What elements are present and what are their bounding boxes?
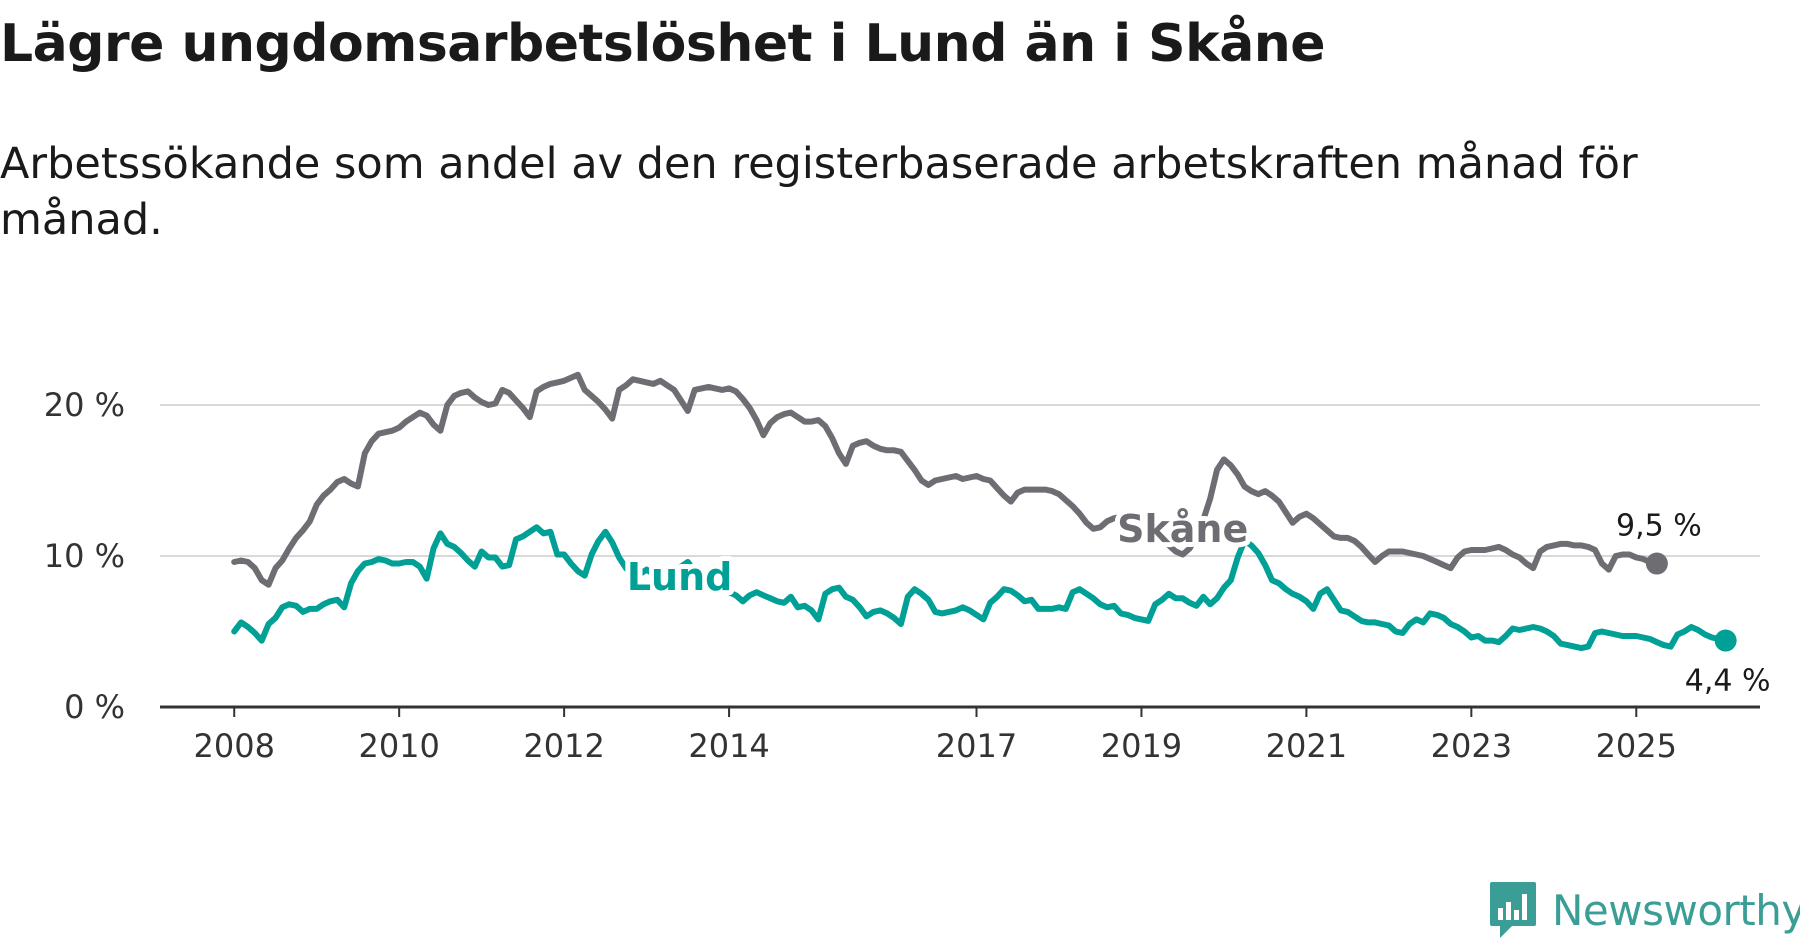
x-tick-label: 2025 [1596,727,1677,765]
series-labels: Skåne Lund 9,5 % 4,4 % [622,502,1774,702]
end-point-skne [1645,552,1668,575]
y-tick-label: 0 % [64,688,125,726]
end-value-label: 4,4 % [1685,664,1771,699]
brand-name: Newsworthy [1552,885,1800,935]
series-label-lund: Lund [627,555,733,599]
y-tick-label: 20 % [44,386,125,424]
series-label-skne: Skåne [1117,507,1248,551]
grid-lines [160,404,1760,557]
x-tick-label: 2012 [523,727,604,765]
chart-subtitle: Arbetssökande som andel av den registerb… [0,139,1638,245]
bar-chart-speech-bubble-icon [1490,882,1536,938]
x-tick-label: 2014 [688,727,769,765]
axes: 0 % 10 % 20 % 2008 2010 2012 2014 2017 2019 2021 2… [44,386,1760,765]
chart-title: Lägre ungdomsarbetslöshet i Lund än i Sk… [0,14,1326,74]
x-tick-label: 2010 [358,727,439,765]
series-line-lund [231,524,1729,652]
x-tick-label: 2008 [194,727,275,765]
end-point-lund [1714,629,1737,652]
x-tick-label: 2017 [936,727,1017,765]
x-tick-label: 2019 [1101,727,1182,765]
series-line-skne [231,371,1660,588]
end-value-label: 9,5 % [1616,509,1702,544]
x-tick-label: 2023 [1431,727,1512,765]
y-tick-label: 10 % [44,537,125,575]
brand-logo: Newsworthy [1488,880,1800,940]
series-lines [231,371,1737,652]
x-tick-label: 2021 [1266,727,1347,765]
